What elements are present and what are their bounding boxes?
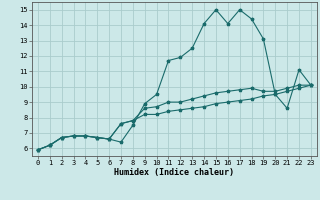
X-axis label: Humidex (Indice chaleur): Humidex (Indice chaleur) [115,168,234,177]
